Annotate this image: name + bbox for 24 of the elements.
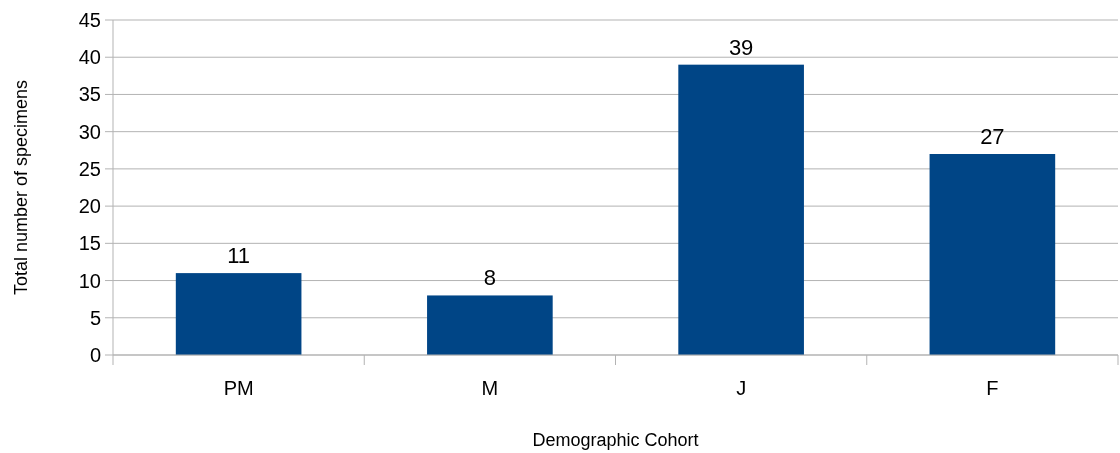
bar — [678, 64, 804, 355]
y-tick-label: 20 — [78, 195, 101, 218]
y-tick-label: 30 — [78, 120, 101, 143]
bar — [427, 295, 553, 355]
data-label: 27 — [980, 124, 1005, 149]
y-tick-label: 5 — [89, 306, 101, 329]
x-tick-label: PM — [223, 377, 254, 399]
y-tick-label: 0 — [89, 344, 101, 366]
y-tick-label: 35 — [78, 83, 101, 106]
data-label: 11 — [227, 243, 251, 269]
data-label: 39 — [728, 34, 754, 60]
y-tick-label: 45 — [78, 9, 101, 31]
y-tick-label: 25 — [78, 157, 101, 180]
x-axis-title: Demographic Cohort — [532, 430, 699, 450]
bar — [175, 273, 302, 355]
bar — [929, 154, 1056, 355]
y-tick-label: 40 — [78, 46, 101, 69]
y-tick-label: 10 — [78, 269, 101, 292]
y-tick-label: 15 — [78, 232, 101, 255]
y-axis-title: Total number of specimens — [11, 79, 31, 296]
x-tick-label: M — [481, 377, 499, 399]
data-label: 8 — [483, 265, 496, 291]
x-tick-label: F — [986, 377, 999, 399]
x-tick-label: J — [736, 377, 747, 399]
